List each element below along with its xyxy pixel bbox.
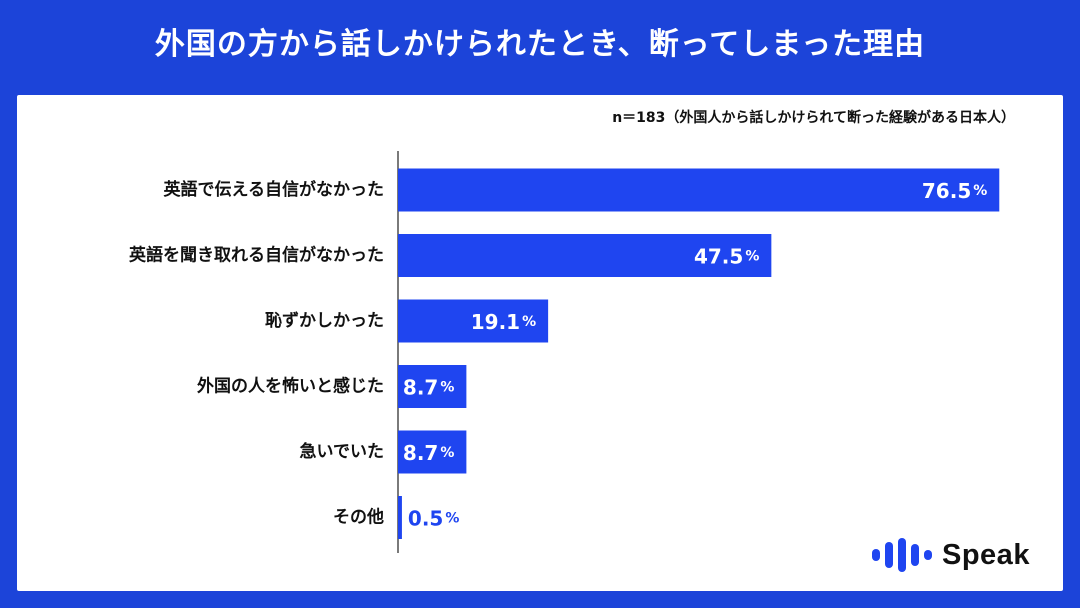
speak-logo: Speak — [872, 535, 1030, 575]
category-label: 英語で伝える自信がなかった — [164, 179, 385, 200]
category-label: 英語を聞き取れる自信がなかった — [129, 245, 384, 266]
value-number: 19.1 — [471, 310, 520, 334]
bar — [398, 168, 1000, 212]
bar — [398, 365, 467, 408]
category-label: その他 — [333, 507, 384, 528]
value-suffix: % — [440, 445, 454, 461]
bar — [398, 299, 549, 343]
value-label: 47.5% — [694, 245, 759, 269]
category-label: 外国の人を怖いと感じた — [197, 376, 384, 397]
value-suffix: % — [973, 183, 987, 199]
sample-note: n＝183（外国人から話しかけられて断った経験がある日本人） — [612, 110, 1015, 126]
bar — [398, 234, 772, 277]
value-number: 76.5 — [922, 179, 971, 203]
bar — [398, 496, 402, 539]
value-label: 0.5% — [408, 507, 459, 531]
value-number: 8.7 — [403, 441, 438, 465]
value-number: 47.5 — [694, 245, 743, 269]
chart-title: 外国の方から話しかけられたとき、断ってしまった理由 — [154, 27, 926, 62]
value-suffix: % — [440, 380, 454, 396]
value-suffix: % — [745, 249, 759, 265]
brand-name: Speak — [942, 538, 1030, 571]
value-label: 8.7% — [403, 441, 454, 465]
value-label: 19.1% — [471, 310, 536, 334]
value-label: 76.5% — [922, 179, 987, 203]
value-number: 0.5 — [408, 507, 443, 531]
chart-card: n＝183（外国人から話しかけられて断った経験がある日本人） 英語で伝える自信が… — [17, 95, 1063, 591]
bar — [398, 430, 467, 474]
value-suffix: % — [522, 314, 536, 330]
value-suffix: % — [445, 511, 459, 527]
speak-logo-icon — [872, 538, 932, 572]
category-label: 恥ずかしかった — [265, 311, 384, 331]
value-number: 8.7 — [403, 376, 438, 400]
bar-chart: 英語で伝える自信がなかった 76.5 % 英語を聞き取れる自信がなかった 47.5 % 恥ず… — [129, 151, 1000, 553]
value-label: 8.7% — [403, 376, 454, 400]
category-label: 急いでいた — [300, 441, 385, 462]
